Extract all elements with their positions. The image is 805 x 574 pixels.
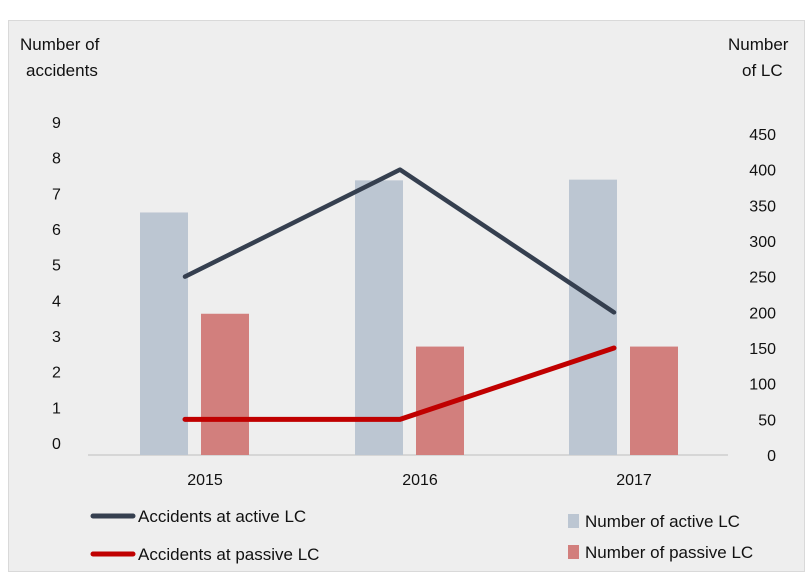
left-tick-label: 8: [52, 151, 61, 168]
right-tick-label: 0: [767, 448, 776, 465]
right-axis-title-line2: of LC: [742, 61, 783, 80]
left-tick-label: 4: [52, 293, 61, 310]
x-tick-label: 2017: [616, 472, 652, 489]
left-axis-title: Number of accidents: [20, 35, 100, 80]
left-tick-label: 3: [52, 329, 61, 346]
x-axis-ticks: 2015 2016 2017: [187, 472, 652, 489]
right-tick-label: 150: [749, 341, 776, 358]
right-axis-ticks: 0 50 100 150 200 250 300 350 400 450: [749, 127, 776, 465]
legend-label: Number of passive LC: [585, 543, 753, 562]
x-tick-label: 2015: [187, 472, 223, 489]
left-tick-label: 0: [52, 436, 61, 453]
legend-label: Accidents at passive LC: [138, 545, 319, 564]
x-tick-label: 2016: [402, 472, 438, 489]
left-tick-label: 2: [52, 365, 61, 382]
line-passive-accidents: [182, 345, 617, 422]
left-tick-label: 9: [52, 115, 61, 132]
right-tick-label: 300: [749, 234, 776, 251]
bar-active-lc: [569, 179, 617, 456]
right-tick-label: 350: [749, 198, 776, 215]
legend: Accidents at active LC Accidents at passi…: [90, 507, 753, 564]
right-axis-title-line1: Number: [728, 35, 789, 54]
right-tick-label: 450: [749, 127, 776, 144]
left-tick-label: 1: [52, 400, 61, 417]
left-axis-title-line1: Number of: [20, 35, 100, 54]
left-tick-label: 5: [52, 258, 61, 275]
left-axis-ticks: 0 1 2 3 4 5 6 7 8 9: [52, 115, 61, 453]
right-tick-label: 50: [758, 412, 776, 429]
right-tick-label: 250: [749, 270, 776, 287]
line-active-accidents: [182, 167, 617, 315]
right-tick-label: 100: [749, 377, 776, 394]
bar-active-lc: [355, 180, 403, 455]
left-tick-label: 7: [52, 186, 61, 203]
legend-bar-swatch: [568, 545, 579, 559]
line-series: [182, 167, 617, 422]
bar-series: [140, 179, 678, 456]
bar-passive-lc: [630, 346, 678, 455]
right-axis-title: Number of LC: [728, 35, 789, 80]
bar-passive-lc: [201, 313, 249, 455]
left-tick-label: 6: [52, 222, 61, 239]
legend-bar-swatch: [568, 514, 579, 528]
right-tick-label: 200: [749, 305, 776, 322]
legend-label: Accidents at active LC: [138, 507, 306, 526]
left-axis-title-line2: accidents: [26, 61, 98, 80]
legend-label: Number of active LC: [585, 512, 740, 531]
bar-active-lc: [140, 212, 188, 455]
right-tick-label: 400: [749, 163, 776, 180]
